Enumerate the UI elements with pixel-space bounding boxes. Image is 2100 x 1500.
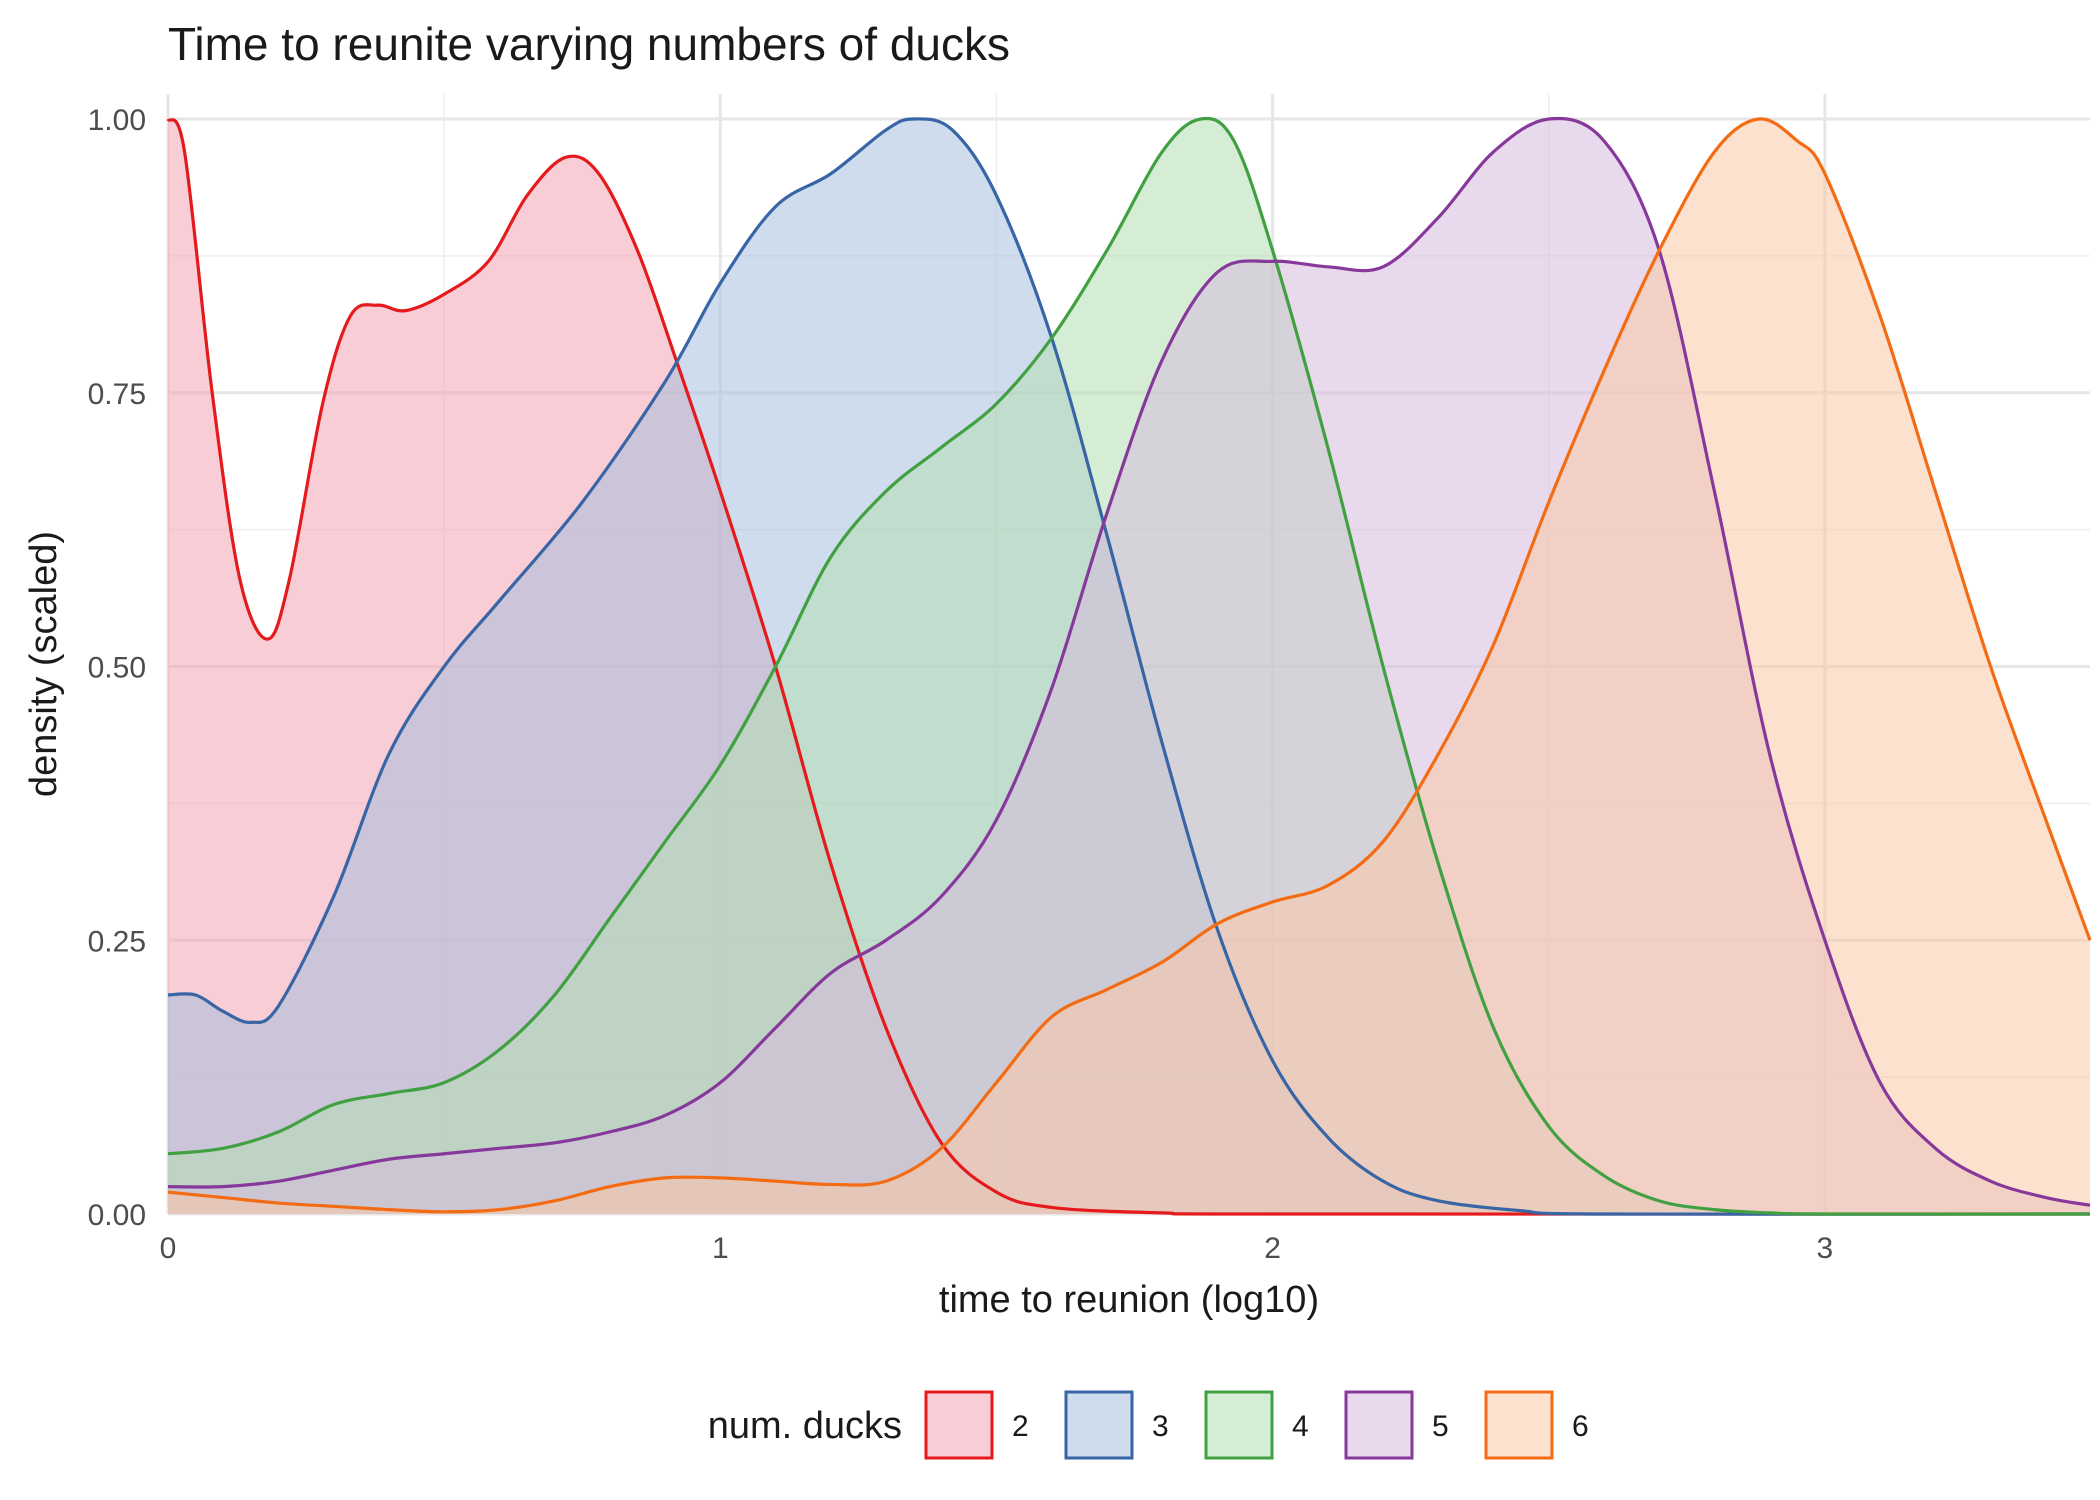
y-axis-title: density (scaled) [23, 531, 65, 797]
density-line-4 [167, 116, 2091, 1216]
legend-label-3: 3 [1152, 1410, 1169, 1443]
density-line-2 [166, 117, 2091, 1216]
y-tick-label: 1.00 [88, 104, 146, 137]
legend-label-4: 4 [1292, 1410, 1309, 1443]
density-area-6 [168, 118, 2090, 1214]
x-axis-ticks: 0 1 2 3 [160, 1232, 1834, 1265]
legend: num. ducks 2 3 4 5 6 [708, 1390, 1589, 1460]
y-tick-label: 0.50 [88, 652, 146, 685]
y-tick-label: 0.00 [88, 1199, 146, 1232]
chart-title: Time to reunite varying numbers of ducks [168, 18, 1010, 70]
x-tick-label: 1 [712, 1232, 729, 1265]
y-tick-label: 0.25 [88, 925, 146, 958]
density-lines [166, 116, 2092, 1216]
legend-key-2 [924, 1390, 994, 1460]
x-axis-title: time to reunion (log10) [939, 1279, 1319, 1321]
density-line-6 [167, 117, 2092, 1214]
legend-key-3 [1064, 1390, 1134, 1460]
legend-label-6: 6 [1572, 1410, 1589, 1443]
legend-label-2: 2 [1012, 1410, 1029, 1443]
y-tick-label: 0.75 [88, 378, 146, 411]
legend-key-6 [1484, 1390, 1554, 1460]
x-tick-label: 0 [160, 1232, 177, 1265]
x-tick-label: 2 [1264, 1232, 1281, 1265]
legend-key-5 [1344, 1390, 1414, 1460]
legend-label-5: 5 [1432, 1410, 1449, 1443]
density-line-3 [167, 117, 2091, 1216]
legend-title: num. ducks [708, 1405, 902, 1447]
legend-key-4 [1204, 1390, 1274, 1460]
density-line-5 [167, 116, 2091, 1207]
density-areas [168, 118, 2090, 1215]
y-axis-ticks: 0.00 0.25 0.50 0.75 1.00 [88, 104, 146, 1232]
x-tick-label: 3 [1817, 1232, 1834, 1265]
